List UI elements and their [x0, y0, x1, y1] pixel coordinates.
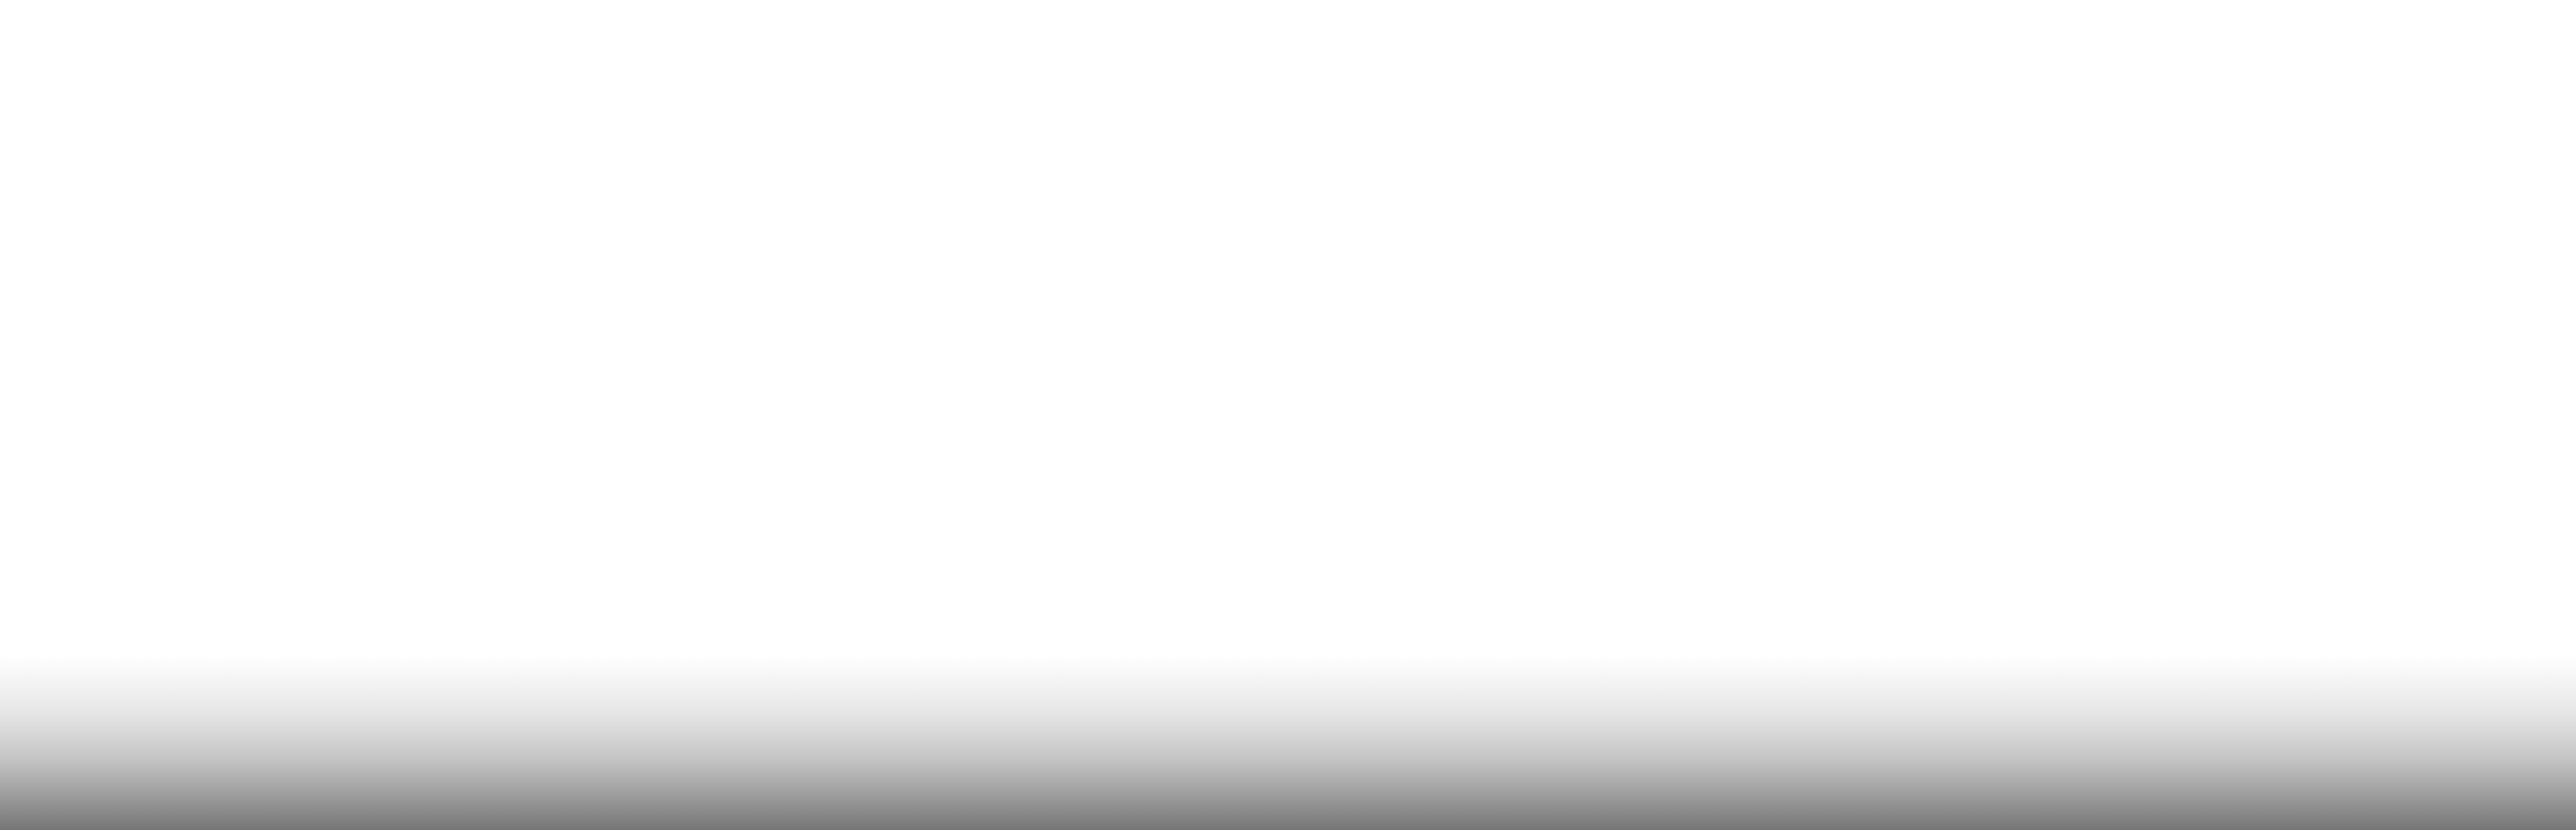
jagged-silhouette [0, 440, 2576, 830]
